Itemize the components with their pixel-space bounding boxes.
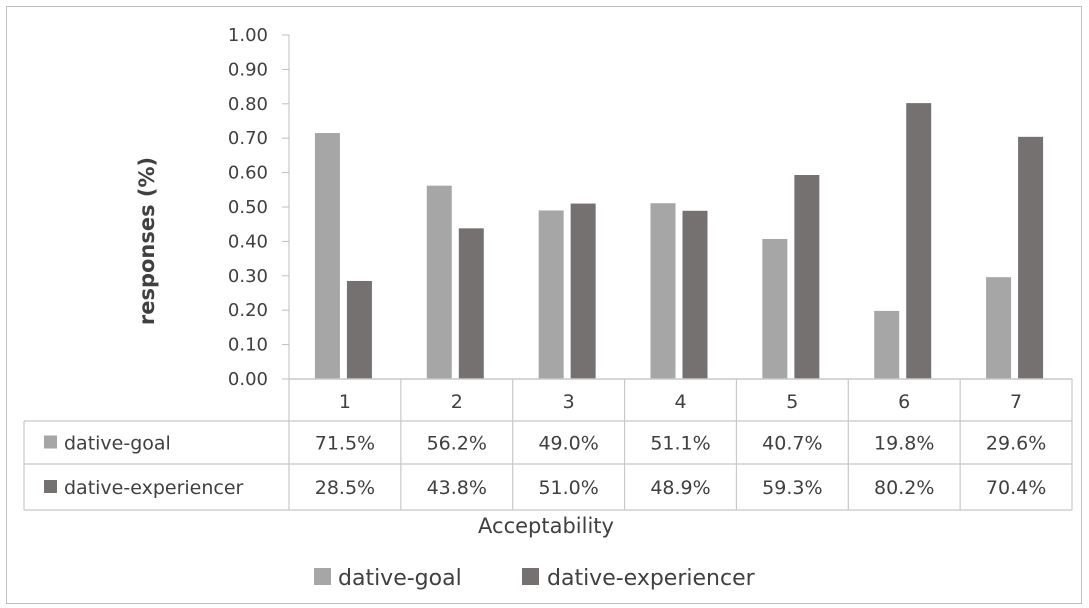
category-label: 7 bbox=[1010, 391, 1022, 413]
data-label: 51.0% bbox=[538, 477, 598, 499]
bar-dative-experiencer-7 bbox=[1018, 136, 1044, 379]
legend-label: dative-goal bbox=[338, 566, 462, 591]
category-label: 5 bbox=[786, 391, 798, 413]
bar-dative-experiencer-1 bbox=[346, 280, 372, 379]
data-label: 70.4% bbox=[986, 477, 1046, 499]
bar-dative-experiencer-2 bbox=[458, 228, 484, 379]
bar-dative-experiencer-3 bbox=[570, 203, 596, 379]
category-label: 1 bbox=[339, 391, 351, 413]
y-tick-label: 1.00 bbox=[228, 25, 268, 46]
y-tick-label: 0.60 bbox=[228, 163, 268, 184]
data-label: 28.5% bbox=[315, 477, 375, 499]
data-label: 71.5% bbox=[315, 433, 375, 455]
bar-dative-goal-2 bbox=[426, 185, 452, 379]
data-label: 56.2% bbox=[427, 433, 487, 455]
chart-frame bbox=[6, 6, 1082, 604]
category-label: 4 bbox=[674, 391, 686, 413]
y-axis-title: responses (%) bbox=[135, 157, 159, 325]
bar-dative-goal-4 bbox=[650, 203, 676, 379]
x-axis-title: Acceptability bbox=[478, 514, 614, 538]
category-label: 3 bbox=[563, 391, 575, 413]
legend-swatch-dative-experiencer bbox=[522, 568, 539, 585]
table-legend-key-dative-goal bbox=[44, 435, 57, 449]
table-series-name: dative-goal bbox=[64, 433, 171, 455]
bar-dative-goal-3 bbox=[538, 210, 564, 379]
y-tick-label: 0.00 bbox=[228, 369, 268, 390]
bar-dative-goal-1 bbox=[314, 133, 340, 379]
data-label: 80.2% bbox=[874, 477, 934, 499]
category-label: 2 bbox=[451, 391, 463, 413]
y-tick-label: 0.40 bbox=[228, 231, 268, 252]
table-legend-key-dative-experiencer bbox=[44, 480, 57, 493]
y-tick-label: 0.90 bbox=[228, 59, 268, 80]
data-label: 19.8% bbox=[874, 433, 934, 455]
data-label: 49.0% bbox=[538, 433, 598, 455]
data-label: 43.8% bbox=[427, 477, 487, 499]
data-label: 51.1% bbox=[650, 433, 710, 455]
y-tick-label: 0.30 bbox=[228, 266, 268, 287]
y-tick-label: 0.70 bbox=[228, 128, 268, 149]
bar-dative-experiencer-6 bbox=[906, 103, 932, 379]
data-label: 59.3% bbox=[762, 477, 822, 499]
bar-dative-goal-7 bbox=[986, 277, 1012, 379]
bar-dative-goal-6 bbox=[874, 310, 900, 379]
y-tick-label: 0.20 bbox=[228, 300, 268, 321]
data-label: 40.7% bbox=[762, 433, 822, 455]
y-tick-label: 0.80 bbox=[228, 94, 268, 115]
table-series-name: dative-experiencer bbox=[64, 477, 244, 499]
bar-dative-goal-5 bbox=[762, 238, 788, 379]
bar-dative-experiencer-5 bbox=[794, 175, 820, 379]
data-label: 48.9% bbox=[650, 477, 710, 499]
y-tick-label: 0.10 bbox=[228, 335, 268, 356]
legend-swatch-dative-goal bbox=[314, 568, 331, 585]
legend-label: dative-experiencer bbox=[547, 566, 756, 591]
y-tick-label: 0.50 bbox=[228, 197, 268, 218]
bar-dative-experiencer-4 bbox=[682, 210, 708, 379]
data-label: 29.6% bbox=[986, 433, 1046, 455]
category-label: 6 bbox=[898, 391, 910, 413]
